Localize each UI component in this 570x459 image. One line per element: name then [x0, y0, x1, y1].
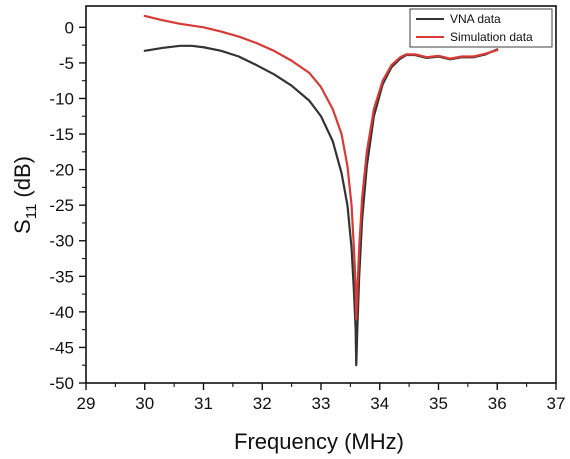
x-tick-label: 31 [194, 394, 213, 413]
x-tick-label: 36 [488, 394, 507, 413]
legend: VNA data Simulation data [409, 8, 553, 48]
x-tick-label: 32 [253, 394, 272, 413]
legend-box [409, 8, 553, 48]
y-axis-title-base: S [10, 219, 35, 234]
y-axis-title-unit: (dB) [10, 156, 35, 204]
legend-label-simulation: Simulation data [450, 30, 533, 44]
x-axis-title: Frequency (MHz) [234, 429, 404, 454]
x-tick-label: 35 [429, 394, 448, 413]
legend-label-vna: VNA data [450, 12, 501, 26]
x-tick-label: 37 [547, 394, 566, 413]
plot-area: 29 30 31 32 33 34 35 36 37 0 -5 -10 -15 -20 -25 -30 -35… [49, 5, 566, 413]
y-axis-ticks: 0 -5 -10 -15 -20 -25 -30 -35 -40 -45 -50 [49, 18, 86, 393]
y-tick-label: -20 [49, 161, 74, 180]
y-tick-label: -15 [49, 125, 74, 144]
y-axis-title-subscript: 11 [23, 204, 40, 220]
y-tick-label: -10 [49, 89, 74, 108]
y-tick-label: -40 [49, 303, 74, 322]
x-tick-label: 30 [135, 394, 154, 413]
plot-frame [85, 5, 557, 384]
y-tick-label: -35 [49, 267, 74, 286]
y-tick-label: -50 [49, 374, 74, 393]
series-line-vna-data [143, 44, 499, 367]
y-tick-label: 0 [65, 18, 74, 37]
x-tick-label: 34 [370, 394, 389, 413]
y-tick-label: -25 [49, 196, 74, 215]
x-tick-label: 29 [77, 394, 96, 413]
series-layer [143, 14, 499, 367]
y-tick-label: -45 [49, 338, 74, 357]
y-axis-title: S11 (dB) [10, 156, 40, 234]
x-tick-label: 33 [312, 394, 331, 413]
y-tick-label: -30 [49, 232, 74, 251]
series-line-simulation-data [143, 14, 499, 321]
y-tick-label: -5 [59, 54, 74, 73]
x-axis-ticks: 29 30 31 32 33 34 35 36 37 [77, 383, 566, 413]
